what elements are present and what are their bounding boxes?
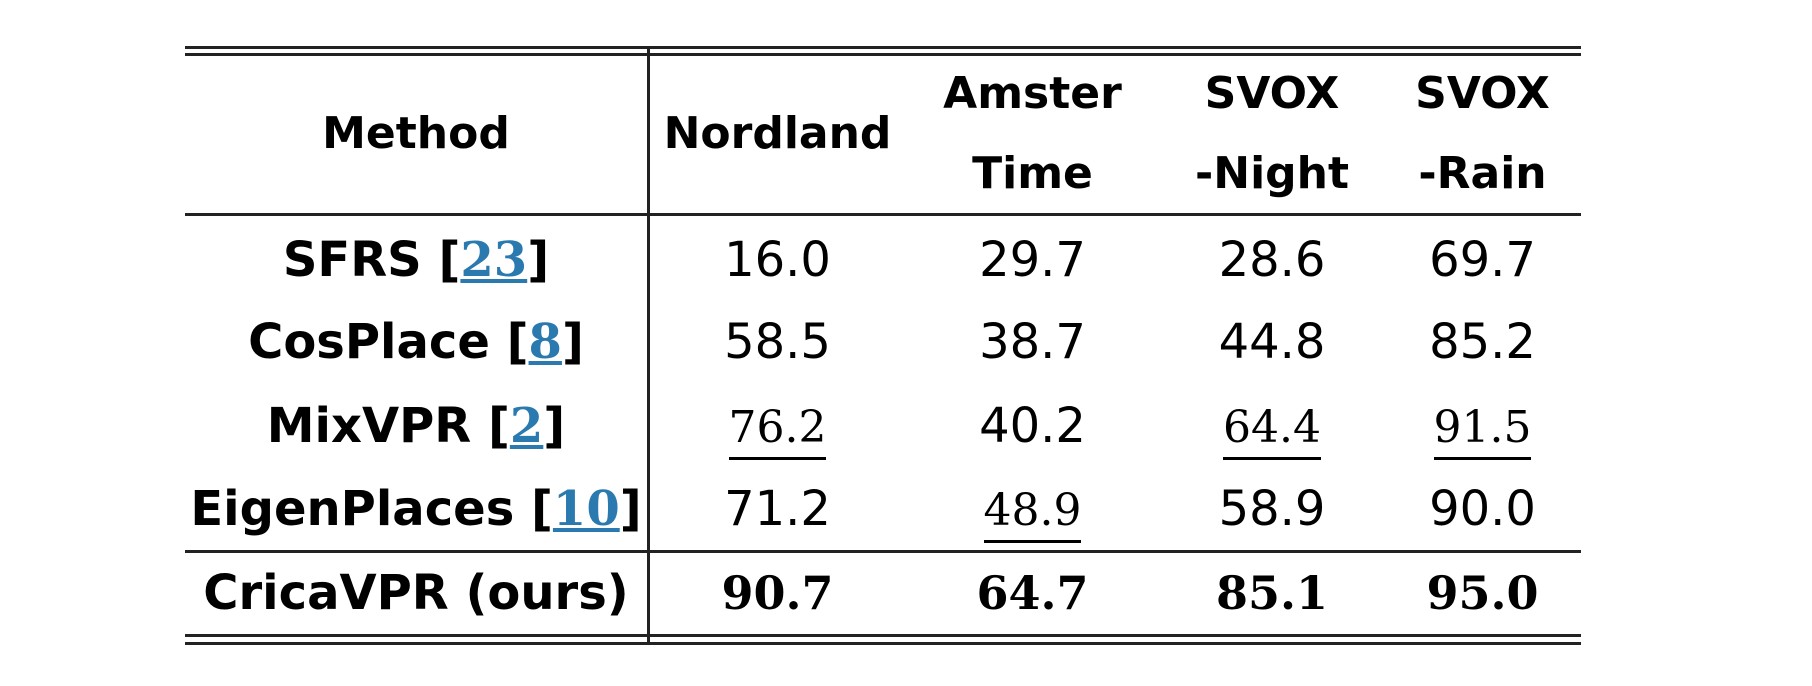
bottom-rule-1 (185, 634, 1581, 637)
method-name: CosPlace [ (248, 314, 529, 370)
citation-link[interactable]: 2 (509, 398, 544, 454)
header-svox-rain-line2: -Rain (1418, 148, 1547, 199)
method-name: EigenPlaces [ (190, 481, 553, 537)
column-separator (647, 46, 650, 645)
citation-bracket: ] (561, 314, 584, 370)
value-cell: 16.0 (724, 232, 831, 288)
value-cell: 76.2 (650, 386, 905, 466)
method-cell: MixVPR [2] (185, 386, 647, 466)
value-cell: 58.9 (1218, 481, 1326, 537)
method-cell: CosPlace [8] (185, 302, 647, 382)
value-cell: 44.8 (1218, 314, 1326, 370)
header-rule (185, 213, 1581, 216)
header-amstertime-line2: Time (972, 148, 1093, 199)
top-rule-2 (185, 53, 1581, 56)
citation-bracket: ] (619, 481, 642, 537)
method-name: MixVPR [ (266, 398, 510, 454)
citation-link[interactable]: 10 (552, 481, 620, 537)
value-cell: 91.5 (1384, 386, 1581, 466)
second-best-value: 64.4 (1223, 399, 1321, 460)
citation-bracket: ] (527, 232, 550, 288)
value-cell: 64.4 (1160, 386, 1384, 466)
best-value: 95.0 (1426, 566, 1539, 620)
value-cell: 28.6 (1218, 232, 1326, 288)
best-value: 85.1 (1215, 566, 1329, 620)
method-name: SFRS [ (282, 232, 461, 288)
value-cell: 48.9 (905, 469, 1160, 549)
header-svox-rain-line1: SVOX (1415, 68, 1550, 119)
value-cell: 40.2 (979, 398, 1086, 454)
value-cell: 29.7 (979, 232, 1086, 288)
header-amstertime-line1: Amster (943, 68, 1122, 119)
header-svox-night-line2: -Night (1194, 148, 1350, 199)
second-best-value: 91.5 (1433, 399, 1532, 460)
value-cell: 38.7 (979, 314, 1086, 370)
value-cell: 85.2 (1429, 314, 1536, 370)
best-value: 64.7 (976, 566, 1089, 620)
citation-link[interactable]: 23 (460, 232, 528, 288)
header-svox-night-line1: SVOX (1204, 68, 1340, 119)
value-cell: 58.5 (724, 314, 831, 370)
header-nordland: Nordland (663, 108, 892, 159)
top-rule-1 (185, 46, 1581, 49)
citation-link[interactable]: 8 (528, 314, 562, 370)
second-best-value: 76.2 (728, 399, 827, 460)
value-cell: 90.0 (1429, 481, 1536, 537)
value-cell: 71.2 (724, 481, 831, 537)
bottom-rule-2 (185, 642, 1581, 645)
method-cell: SFRS [23] (185, 220, 647, 300)
best-value: 90.7 (721, 566, 834, 620)
method-cell-ours: CricaVPR (ours) (203, 565, 629, 621)
ours-rule (185, 550, 1581, 553)
second-best-value: 48.9 (983, 482, 1082, 543)
method-cell: EigenPlaces [10] (185, 469, 647, 549)
citation-bracket: ] (543, 398, 566, 454)
header-method: Method (322, 108, 510, 159)
value-cell: 69.7 (1429, 232, 1536, 288)
